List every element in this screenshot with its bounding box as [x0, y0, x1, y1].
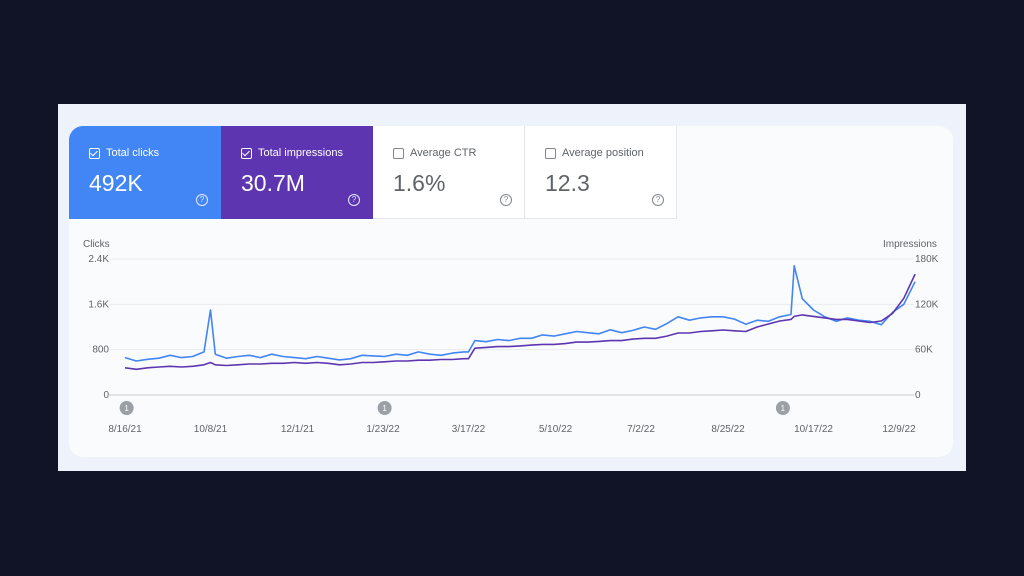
metric-value: 492K — [89, 170, 143, 196]
y-tick-right: 0 — [915, 390, 921, 401]
x-tick-label: 12/1/21 — [281, 424, 315, 435]
metric-total-clicks[interactable]: Total clicks 492K ? — [69, 126, 221, 219]
x-tick-label: 12/9/22 — [882, 424, 916, 435]
x-tick-label: 7/2/22 — [627, 424, 655, 435]
annotation-label: 1 — [781, 404, 786, 413]
help-icon[interactable]: ? — [348, 194, 360, 206]
x-tick-label: 1/23/22 — [366, 424, 400, 435]
metric-label: Total clicks — [106, 147, 160, 159]
annotation-marker-icon — [377, 401, 392, 415]
annotation-marker-icon — [119, 401, 134, 415]
y-tick-left: 800 — [92, 345, 109, 356]
y-axis-right-title: Impressions — [883, 239, 937, 250]
series-line-clicks — [124, 265, 916, 362]
y-axis-left-title: Clicks — [83, 239, 110, 250]
checkbox-checked-icon[interactable] — [89, 147, 100, 159]
checkbox-checked-icon[interactable] — [241, 147, 252, 159]
checkbox-unchecked-icon[interactable] — [545, 147, 556, 159]
x-tick-label: 5/10/22 — [539, 424, 573, 435]
help-icon[interactable]: ? — [652, 194, 664, 206]
metric-label: Total impressions — [258, 147, 343, 159]
y-tick-left: 2.4K — [88, 254, 109, 265]
metric-value: 12.3 — [545, 170, 590, 196]
x-tick-label: 8/25/22 — [711, 424, 745, 435]
metric-total-impressions[interactable]: Total impressions 30.7M ? — [221, 126, 373, 219]
annotation-marker-icon — [775, 401, 790, 415]
metric-label: Average CTR — [410, 147, 477, 159]
metric-cards: Total clicks 492K ? Total impressions 30… — [69, 126, 677, 219]
y-tick-right: 180K — [915, 254, 939, 265]
series-line-impressions — [124, 273, 916, 371]
x-tick-label: 10/8/21 — [194, 424, 228, 435]
y-tick-left: 1.6K — [88, 299, 109, 310]
annotation-label: 1 — [382, 404, 387, 413]
y-tick-right: 60K — [915, 345, 933, 356]
metric-label: Average position — [562, 147, 644, 159]
metric-value: 1.6% — [393, 170, 446, 196]
checkbox-unchecked-icon[interactable] — [393, 147, 404, 159]
x-tick-label: 10/17/22 — [794, 424, 833, 435]
help-icon[interactable]: ? — [196, 194, 208, 206]
help-icon[interactable]: ? — [500, 194, 512, 206]
y-tick-left: 0 — [103, 390, 109, 401]
performance-card: Total clicks 492K ? Total impressions 30… — [69, 126, 953, 457]
x-tick-label: 3/17/22 — [452, 424, 486, 435]
screenshot-frame: Total clicks 492K ? Total impressions 30… — [58, 104, 966, 471]
metric-average-ctr[interactable]: Average CTR 1.6% ? — [373, 126, 525, 219]
metric-average-position[interactable]: Average position 12.3 ? — [525, 126, 677, 219]
performance-chart: 0 0 800 60K 1.6K 120K 2.4K 180K 8/16/21 10/8/21 12… — [88, 254, 939, 435]
x-tick-label: 8/16/21 — [108, 424, 142, 435]
metric-value: 30.7M — [241, 170, 305, 196]
annotation-label: 1 — [124, 404, 129, 413]
y-tick-right: 120K — [915, 299, 939, 310]
